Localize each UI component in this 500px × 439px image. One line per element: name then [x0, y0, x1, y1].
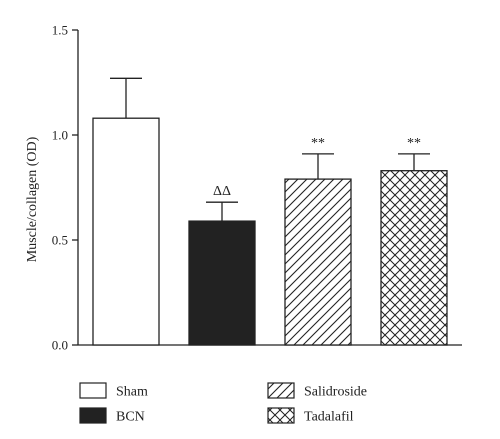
legend-swatch-tadalafil — [267, 407, 295, 424]
y-tick-label: 1.5 — [52, 23, 68, 38]
y-tick-label: 0.5 — [52, 233, 68, 248]
legend-label-sham: Sham — [116, 385, 148, 400]
significance-label-tadalafil: ** — [407, 136, 421, 151]
bar-bcn — [188, 220, 256, 346]
legend-swatch-salidroside — [267, 382, 295, 399]
legend-label-bcn: BCN — [116, 410, 145, 425]
bar-tadalafil — [380, 170, 448, 346]
significance-label-bcn: ΔΔ — [213, 184, 231, 199]
y-tick-label: 1.0 — [52, 128, 68, 143]
bar-salidroside — [284, 178, 352, 346]
bar-group-salidroside: ** — [284, 136, 352, 346]
legend: Sham Salidroside BCN Tadalafil — [79, 382, 367, 425]
legend-label-salidroside: Salidroside — [304, 385, 367, 400]
legend-item-tadalafil: Tadalafil — [267, 407, 354, 425]
y-tick-label: 0.0 — [52, 338, 68, 353]
legend-label-tadalafil: Tadalafil — [304, 410, 354, 425]
bar-group-sham — [92, 77, 160, 346]
legend-swatch-sham — [79, 382, 107, 399]
legend-swatch-bcn — [79, 407, 107, 424]
bar-group-tadalafil: ** — [380, 136, 448, 346]
bar-group-bcn: ΔΔ — [188, 184, 256, 346]
bars: ΔΔ ** ** — [92, 77, 448, 346]
y-axis-title: Muscle/collagen (OD) — [25, 136, 40, 262]
legend-item-salidroside: Salidroside — [267, 382, 367, 400]
legend-item-sham: Sham — [79, 382, 148, 400]
legend-item-bcn: BCN — [79, 407, 145, 425]
significance-label-salidroside: ** — [311, 136, 325, 151]
bar-sham — [92, 117, 160, 346]
